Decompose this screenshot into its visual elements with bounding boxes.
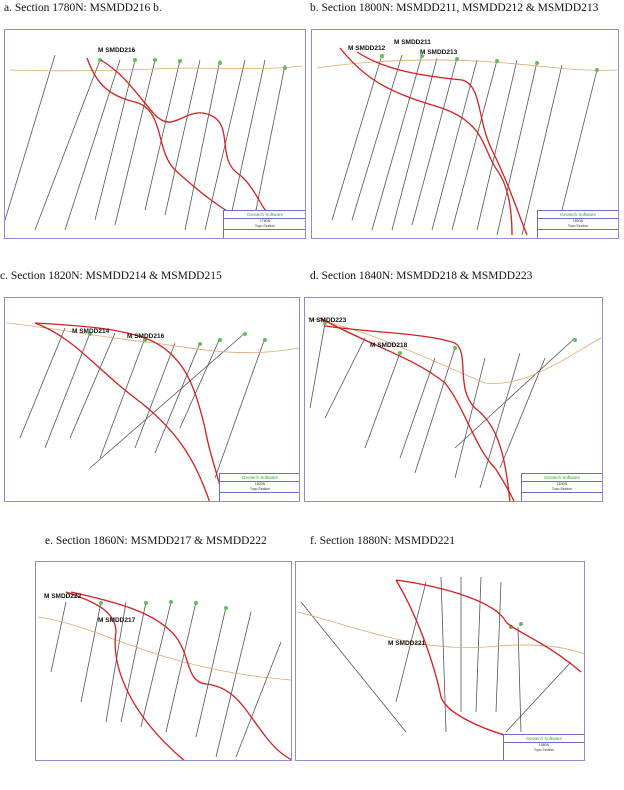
drillhole-label: M SMDD212 xyxy=(348,45,386,52)
legend-company: Geotech Software xyxy=(538,211,618,219)
drillhole-label: M SMDD216 xyxy=(127,333,165,340)
caption-f: f. Section 1880N: MSMDD221 xyxy=(310,535,456,547)
section-panel-e: M SMDD222 M SMDD217 xyxy=(35,561,292,761)
drillhole-label: M SMDD213 xyxy=(420,49,458,56)
legend-section: 1880N xyxy=(538,743,550,747)
drillhole-label: M SMDD211 xyxy=(394,39,431,46)
legend-company: Geotech Software xyxy=(220,474,299,482)
drillhole-label: M SMDD218 xyxy=(370,342,408,349)
legend-box-a: Geotech Software 1780N Topo Section xyxy=(223,210,305,238)
caption-a: a. Section 1780N: MSMDD216 b. xyxy=(4,2,162,14)
section-panel-a: M SMDD216 Geotech Software 1780N Topo Se… xyxy=(4,29,306,239)
legend-sub: Topo Section xyxy=(567,224,589,228)
section-panel-d: M SMDD223 M SMDD218 Geotech Software 184… xyxy=(304,297,603,502)
legend-section: 1840N xyxy=(556,482,568,486)
section-panel-c: M SMDD214 M SMDD216 Geotech Software 182… xyxy=(4,297,300,502)
legend-company: Geotech Software xyxy=(522,474,602,482)
legend-section: 1780N xyxy=(259,219,271,223)
caption-b: b. Section 1800N: MSMDD211, MSMDD212 & M… xyxy=(310,2,599,14)
legend-box-c: Geotech Software 1820N Topo Section xyxy=(219,473,299,501)
section-panel-b: M SMDD212 M SMDD211 M SMDD213 Geotech So… xyxy=(311,29,619,239)
legend-box-b: Geotech Software 1800N Topo Section xyxy=(537,210,618,238)
legend-section: 1800N xyxy=(572,219,584,223)
section-panel-f: M SMDD221 Geotech Software 1880N Topo Se… xyxy=(295,561,585,761)
cross-section-a: M SMDD216 xyxy=(5,47,304,231)
cross-section-b: M SMDD212 M SMDD211 M SMDD213 xyxy=(316,39,618,236)
cross-section-e: M SMDD222 M SMDD217 xyxy=(37,591,291,760)
caption-c: c. Section 1820N: MSMDD214 & MSMDD215 xyxy=(0,270,222,282)
legend-sub: Topo Section xyxy=(249,487,271,491)
caption-d: d. Section 1840N: MSMDD218 & MSMDD223 xyxy=(310,270,533,282)
drillhole-label: M SMDD222 xyxy=(44,593,82,600)
cross-section-d: M SMDD223 M SMDD218 xyxy=(306,317,602,501)
cross-section-f: M SMDD221 xyxy=(297,576,584,738)
drillhole-label: M SMDD223 xyxy=(309,317,347,324)
drillhole-label: M SMDD221 xyxy=(388,640,426,647)
drillhole-label: M SMDD217 xyxy=(98,617,136,624)
legend-sub: Topo Section xyxy=(533,748,555,752)
legend-sub: Topo Section xyxy=(254,224,276,228)
legend-box-d: Geotech Software 1840N Topo Section xyxy=(521,473,602,501)
legend-sub: Topo Section xyxy=(551,487,573,491)
legend-company: Geotech Software xyxy=(224,211,305,219)
caption-e: e. Section 1860N: MSMDD217 & MSMDD222 xyxy=(45,535,267,547)
legend-section: 1820N xyxy=(254,482,266,486)
drillhole-label: M SMDD216 xyxy=(98,47,136,54)
legend-box-f: Geotech Software 1880N Topo Section xyxy=(503,734,584,760)
legend-company: Geotech Software xyxy=(504,735,584,743)
drillhole-label: M SMDD214 xyxy=(72,328,110,335)
cross-section-c: M SMDD214 M SMDD216 xyxy=(6,322,299,501)
